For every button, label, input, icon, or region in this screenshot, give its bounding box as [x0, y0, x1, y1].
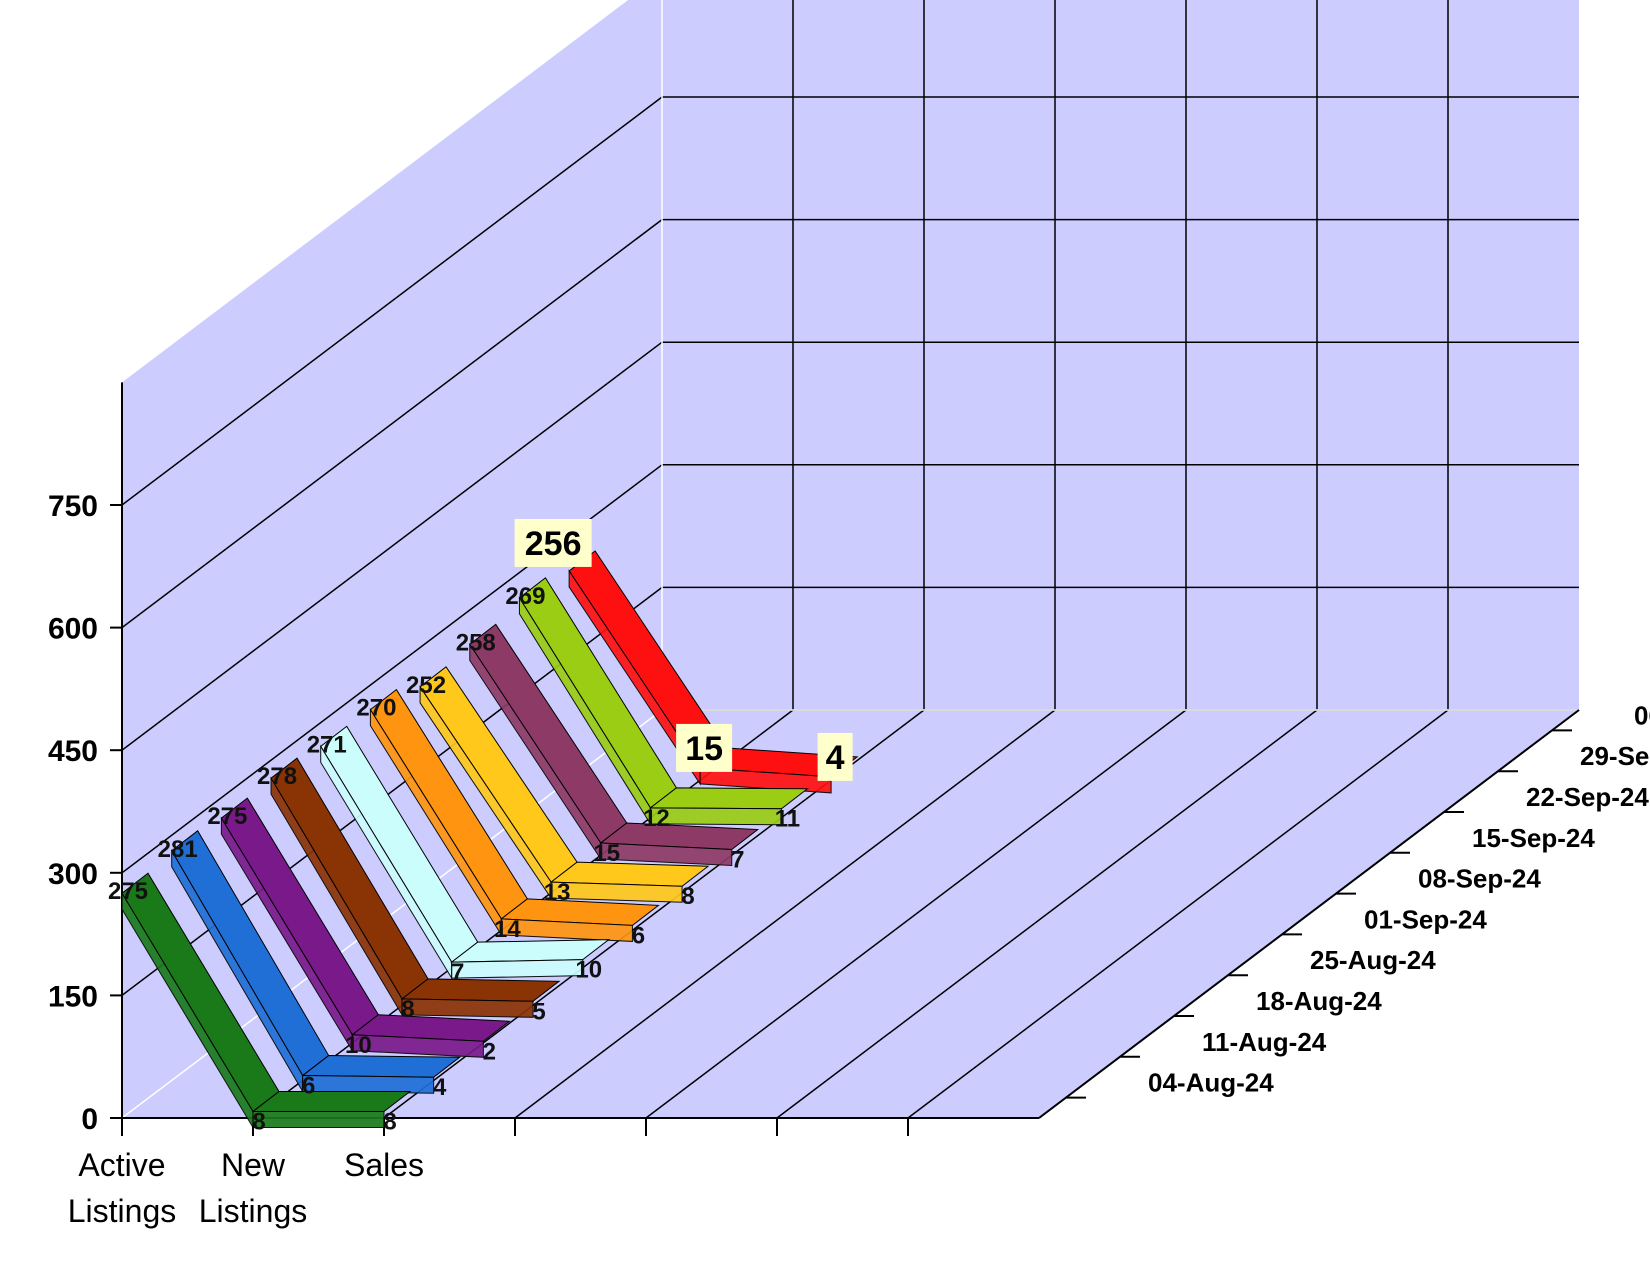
series-segment-front — [500, 918, 633, 942]
date-label: 25-Aug-24 — [1310, 945, 1436, 975]
gridline-left-750 — [121, 96, 663, 506]
floor-line-6 — [907, 709, 1449, 1119]
data-label: 10 — [345, 1032, 372, 1059]
data-label: 256 — [525, 525, 582, 563]
data-label: 8 — [401, 996, 414, 1023]
data-label: 8 — [383, 1108, 396, 1135]
data-label: 4 — [826, 739, 845, 777]
data-label: 6 — [302, 1073, 315, 1100]
data-label: 275 — [108, 878, 148, 905]
data-label: 11 — [775, 806, 800, 833]
data-label-box — [817, 732, 853, 781]
date-label: 06-Oct-24 — [1634, 700, 1650, 730]
y-tick-label: 150 — [48, 980, 98, 1013]
series-segment-front — [649, 807, 782, 826]
series-line — [270, 757, 561, 1018]
category-label: Listings — [199, 1193, 308, 1229]
data-label-box — [514, 518, 592, 567]
series-layer — [121, 550, 859, 1130]
depth-axis-line — [1038, 709, 1580, 1119]
date-label: 15-Sep-24 — [1472, 823, 1595, 853]
series-line — [121, 872, 412, 1130]
data-label: 4 — [433, 1074, 447, 1101]
category-label: Sales — [344, 1147, 424, 1183]
series-segment-front — [451, 959, 584, 979]
y-tick-label: 300 — [48, 858, 98, 891]
data-label: 15 — [685, 730, 723, 768]
gridline-left-450 — [121, 341, 663, 751]
date-label: 08-Sep-24 — [1418, 864, 1541, 894]
series-line — [171, 830, 462, 1094]
series-line — [320, 725, 611, 980]
data-label: 6 — [632, 922, 645, 949]
category-label: Active — [78, 1147, 165, 1183]
y-tick-label: 600 — [48, 613, 98, 646]
date-label: 04-Aug-24 — [1148, 1068, 1274, 1098]
data-label: 278 — [257, 763, 297, 790]
series-line — [220, 797, 511, 1058]
floor-line-5 — [776, 709, 1318, 1119]
series-segment-front — [550, 881, 683, 903]
series-line — [419, 666, 710, 903]
data-label: 270 — [356, 695, 396, 722]
data-label: 13 — [544, 879, 571, 906]
data-label: 8 — [681, 883, 694, 910]
data-label-box — [676, 723, 733, 772]
y-tick-label: 450 — [48, 735, 98, 768]
y-tick-label: 0 — [81, 1103, 98, 1136]
data-label: 5 — [532, 998, 545, 1025]
series-segment-front — [401, 998, 534, 1018]
series-segment-front — [351, 1034, 484, 1058]
data-label: 7 — [451, 959, 464, 986]
data-label: 281 — [158, 836, 198, 863]
data-label: 8 — [252, 1108, 265, 1135]
floor-line-4 — [645, 709, 1187, 1119]
data-label: 275 — [207, 803, 247, 830]
gridline-left-600 — [121, 219, 663, 629]
data-label: 15 — [593, 840, 620, 867]
series-segment-front — [600, 842, 733, 867]
y-tick-label: 750 — [48, 490, 98, 523]
data-label: 258 — [456, 629, 496, 656]
axes: 0 150 300 450 600 750 Active Listings New Listing… — [48, 382, 1650, 1229]
back-wall — [662, 0, 1579, 710]
date-label: 11-Aug-24 — [1202, 1027, 1327, 1057]
category-label: Listings — [68, 1193, 177, 1229]
series-line — [469, 623, 760, 867]
data-label: 10 — [575, 957, 602, 984]
series-line — [369, 688, 660, 942]
data-label: 269 — [505, 583, 545, 610]
category-label: New — [221, 1147, 286, 1183]
data-label: 7 — [731, 847, 744, 874]
data-label: 271 — [307, 731, 347, 758]
date-label: 22-Sep-24 — [1526, 782, 1649, 812]
date-label: 01-Sep-24 — [1364, 904, 1487, 934]
data-label: 14 — [494, 916, 521, 943]
date-label: 18-Aug-24 — [1256, 986, 1382, 1016]
data-label: 12 — [643, 805, 670, 832]
data-label: 252 — [406, 672, 446, 699]
series-segment-front — [699, 767, 832, 794]
data-label: 2 — [483, 1038, 496, 1065]
series-segment-front — [252, 1110, 385, 1128]
floor-line-3 — [514, 709, 1056, 1119]
date-label: 29-Sep-24 — [1580, 741, 1650, 771]
series-segment-front — [302, 1075, 435, 1094]
